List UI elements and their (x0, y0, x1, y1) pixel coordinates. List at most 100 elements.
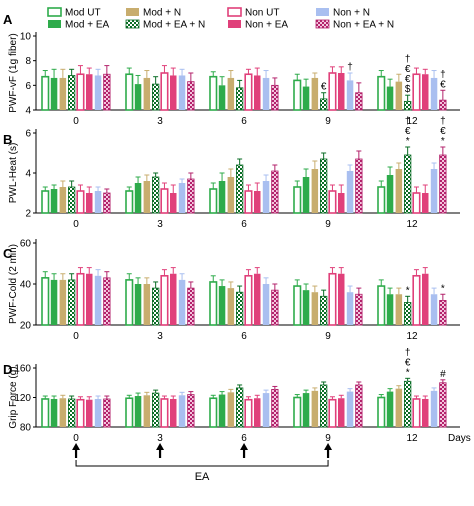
bar-non-ut-day-0 (76, 398, 85, 428)
bar-non-ut-day-6 (244, 274, 253, 326)
bar-mod-ea-day-9 (302, 393, 310, 427)
bar-non-ea-day-12 (422, 398, 429, 427)
bar-mod-ea-day-6 (218, 85, 226, 110)
significance-marker: † € * (405, 347, 411, 378)
bar-non-n-day-0 (94, 275, 102, 325)
bar-mod-ea-n-day-12 (403, 302, 412, 326)
bar-non-n-day-6 (262, 181, 270, 213)
bar-mod-ea-n-day-9 (319, 384, 328, 428)
ea-arrow-0 (72, 443, 81, 450)
bar-mod-ea-n-day-0 (68, 186, 76, 214)
x-tick-label: 9 (325, 331, 331, 342)
bar-non-ea-day-3 (170, 398, 177, 427)
legend-swatch-non-n (316, 8, 329, 16)
bar-mod-n-day-9 (311, 169, 319, 213)
bar-mod-ut-day-0 (41, 277, 50, 326)
bar-non-n-day-9 (346, 171, 354, 213)
bar-non-ea-n-day-9 (355, 384, 363, 428)
bar-non-ea-day-9 (338, 273, 345, 325)
bar-mod-ea-day-0 (50, 398, 58, 427)
y-axis-label: PWL-Heat (s) (8, 143, 19, 204)
x-tick-label: 9 (325, 116, 331, 127)
bar-non-ea-n-day-12 (439, 299, 447, 326)
bar-non-ut-day-9 (328, 398, 337, 428)
bar-mod-ea-n-day-12 (403, 154, 412, 214)
bar-mod-n-day-0 (59, 398, 67, 427)
bar-non-ut-day-9 (328, 72, 337, 111)
bar-mod-ut-day-6 (209, 188, 218, 214)
bar-non-n-day-0 (94, 75, 102, 110)
significance-marker: * (406, 285, 410, 296)
bar-mod-n-day-3 (143, 395, 151, 427)
bar-non-ut-day-12 (412, 192, 421, 214)
bar-mod-ut-day-0 (41, 398, 50, 428)
bar-non-ea-day-3 (170, 75, 177, 110)
y-axis-label: Grip Force (g) (8, 366, 19, 428)
bar-mod-ea-day-3 (134, 284, 142, 325)
bar-non-n-day-12 (430, 77, 438, 110)
bar-mod-ea-n-day-6 (235, 164, 244, 214)
bar-mod-n-day-12 (395, 169, 403, 213)
significance-marker: † € € $ (405, 54, 411, 95)
bar-mod-ut-day-3 (125, 73, 134, 111)
y-tick-label: 40 (20, 280, 32, 291)
legend-swatch-mod-ut (47, 7, 62, 17)
bar-non-ut-day-6 (244, 190, 253, 214)
y-tick-label: 80 (20, 423, 32, 434)
legend-label-non-n: Non + N (333, 8, 370, 19)
bar-non-ea-day-0 (86, 399, 93, 427)
bar-mod-ut-day-3 (125, 397, 134, 428)
bar-mod-ea-day-12 (386, 175, 394, 213)
ea-timeline: EA (72, 443, 333, 483)
x-tick-label: 3 (157, 433, 163, 444)
ea-arrow-6 (240, 443, 249, 450)
bar-non-n-day-0 (94, 398, 102, 427)
x-tick-label: 0 (73, 219, 79, 230)
legend-swatch-mod-ea (48, 20, 61, 28)
bar-non-ut-day-12 (412, 73, 421, 111)
bar-mod-ut-day-9 (293, 186, 302, 214)
bar-non-n-day-9 (346, 391, 354, 427)
bar-mod-ut-day-12 (377, 285, 386, 326)
bar-non-ea-n-day-6 (271, 84, 279, 111)
y-tick-label: 20 (20, 321, 32, 332)
significance-marker: € (321, 82, 327, 93)
bar-non-ea-day-3 (170, 273, 177, 325)
bar-non-ea-n-day-0 (103, 398, 111, 428)
legend-label-non-ut: Non UT (245, 8, 279, 19)
x-tick-label: 3 (157, 116, 163, 127)
legend-label-non-ea: Non + EA (245, 20, 288, 31)
y-tick-label: 6 (25, 129, 31, 140)
bar-non-n-day-3 (178, 395, 186, 427)
x-tick-label: 12 (406, 433, 418, 444)
bar-mod-ea-n-day-6 (235, 291, 244, 326)
legend-swatch-mod-ea-n (125, 19, 140, 29)
bar-mod-ea-day-0 (50, 77, 58, 110)
bar-mod-n-day-12 (395, 81, 403, 110)
bar-mod-ea-n-day-0 (68, 279, 76, 326)
bar-non-ea-day-12 (422, 74, 429, 110)
bar-mod-n-day-6 (227, 392, 235, 427)
bar-mod-ea-day-6 (218, 286, 226, 325)
bar-mod-ea-n-day-3 (151, 176, 160, 214)
bar-mod-ea-day-9 (302, 177, 310, 213)
bar-mod-ea-n-day-3 (151, 287, 160, 326)
y-tick-label: 120 (14, 393, 31, 404)
bar-non-ea-n-day-9 (355, 158, 363, 214)
bar-mod-ea-day-6 (218, 181, 226, 213)
bar-non-ea-day-3 (170, 193, 177, 213)
bar-non-ea-n-day-3 (187, 178, 195, 214)
bar-non-n-day-0 (94, 191, 102, 213)
bar-mod-ut-day-3 (125, 279, 134, 326)
bar-non-ea-n-day-3 (187, 394, 195, 428)
legend-swatch-non-ut (227, 7, 242, 17)
bar-non-ut-day-3 (160, 188, 169, 214)
bar-mod-ut-day-9 (293, 396, 302, 428)
bar-mod-ea-day-12 (386, 86, 394, 110)
bar-mod-ea-n-day-0 (68, 398, 76, 428)
bar-mod-n-day-9 (311, 390, 319, 427)
y-tick-label: 160 (14, 364, 31, 375)
bar-non-ea-n-day-9 (355, 92, 363, 111)
bar-non-ea-day-0 (86, 193, 93, 213)
